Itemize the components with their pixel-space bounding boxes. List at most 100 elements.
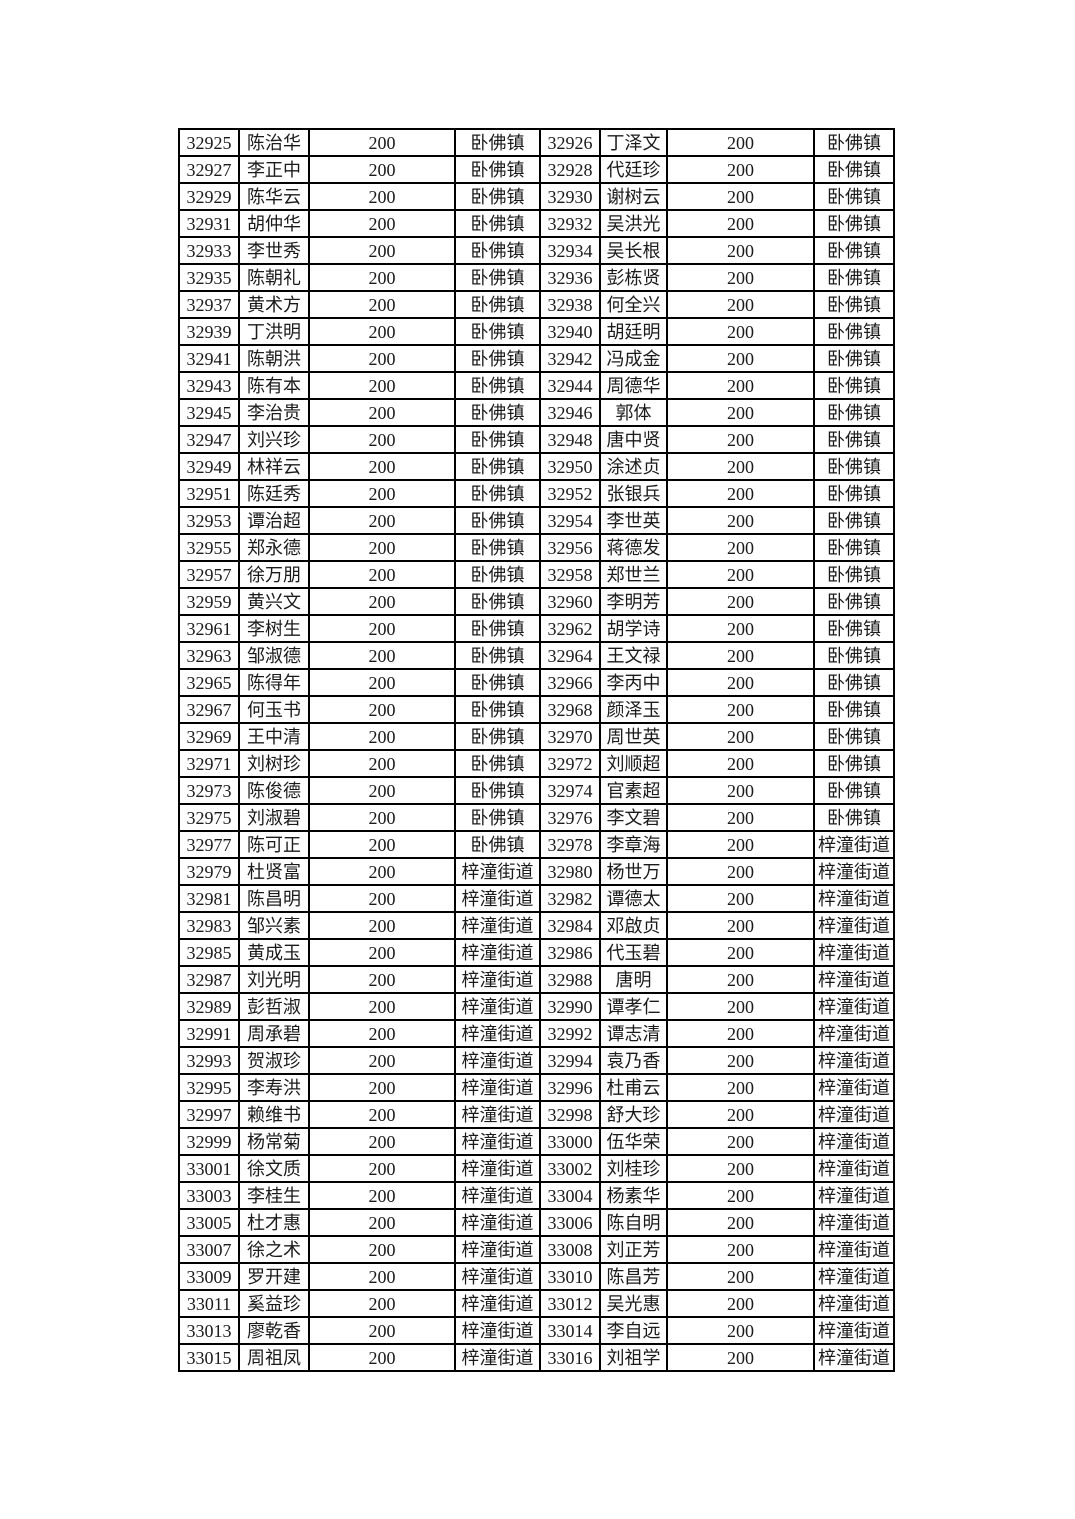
cell-id: 32935 [178, 263, 240, 292]
cell-name: 徐之术 [238, 1235, 310, 1264]
table-row: 32963 邹淑德 200 卧佛镇 32964 王文禄 200 卧佛镇 [178, 641, 895, 670]
cell-name: 舒大珍 [599, 1100, 668, 1129]
cell-id: 32930 [539, 182, 601, 211]
cell-amount: 200 [666, 236, 815, 265]
cell-town: 梓潼街道 [454, 938, 541, 967]
cell-id: 33001 [178, 1154, 240, 1183]
cell-name: 唐中贤 [599, 425, 668, 454]
cell-amount: 200 [666, 155, 815, 184]
cell-id: 33012 [539, 1289, 601, 1318]
cell-id: 32936 [539, 263, 601, 292]
cell-amount: 200 [308, 128, 456, 157]
cell-id: 33015 [178, 1343, 240, 1372]
cell-id: 32925 [178, 128, 240, 157]
cell-name: 廖乾香 [238, 1316, 310, 1345]
cell-amount: 200 [308, 479, 456, 508]
cell-name: 周德华 [599, 371, 668, 400]
cell-name: 张银兵 [599, 479, 668, 508]
cell-name: 李寿洪 [238, 1073, 310, 1102]
cell-id: 32988 [539, 965, 601, 994]
cell-town: 梓潼街道 [454, 1019, 541, 1048]
table-row: 32977 陈可正 200 卧佛镇 32978 李章海 200 梓潼街道 [178, 830, 895, 859]
cell-town: 卧佛镇 [813, 803, 895, 832]
cell-amount: 200 [308, 560, 456, 589]
cell-id: 32971 [178, 749, 240, 778]
cell-town: 卧佛镇 [813, 317, 895, 346]
cell-name: 谭治超 [238, 506, 310, 535]
cell-id: 32948 [539, 425, 601, 454]
cell-town: 卧佛镇 [813, 236, 895, 265]
cell-name: 刘桂珍 [599, 1154, 668, 1183]
cell-town: 卧佛镇 [454, 695, 541, 724]
cell-town: 梓潼街道 [454, 1208, 541, 1237]
cell-town: 卧佛镇 [454, 722, 541, 751]
table-row: 32991 周承碧 200 梓潼街道 32992 谭志清 200 梓潼街道 [178, 1019, 895, 1048]
cell-town: 梓潼街道 [813, 938, 895, 967]
cell-town: 梓潼街道 [813, 1343, 895, 1372]
cell-amount: 200 [308, 641, 456, 670]
cell-town: 梓潼街道 [454, 965, 541, 994]
cell-town: 梓潼街道 [454, 911, 541, 940]
cell-id: 32994 [539, 1046, 601, 1075]
cell-id: 32998 [539, 1100, 601, 1129]
cell-town: 梓潼街道 [454, 1262, 541, 1291]
cell-amount: 200 [308, 587, 456, 616]
cell-amount: 200 [308, 1208, 456, 1237]
cell-town: 梓潼街道 [813, 1262, 895, 1291]
cell-amount: 200 [308, 695, 456, 724]
cell-amount: 200 [308, 344, 456, 373]
cell-amount: 200 [308, 1073, 456, 1102]
cell-town: 梓潼街道 [813, 911, 895, 940]
cell-amount: 200 [308, 263, 456, 292]
cell-name: 黄兴文 [238, 587, 310, 616]
cell-id: 32929 [178, 182, 240, 211]
cell-id: 32982 [539, 884, 601, 913]
cell-amount: 200 [308, 371, 456, 400]
cell-amount: 200 [666, 830, 815, 859]
cell-town: 卧佛镇 [813, 722, 895, 751]
cell-town: 卧佛镇 [813, 371, 895, 400]
table-row: 33001 徐文质 200 梓潼街道 33002 刘桂珍 200 梓潼街道 [178, 1154, 895, 1183]
cell-id: 32974 [539, 776, 601, 805]
cell-id: 32972 [539, 749, 601, 778]
cell-amount: 200 [666, 1127, 815, 1156]
table-row: 33005 杜才惠 200 梓潼街道 33006 陈自明 200 梓潼街道 [178, 1208, 895, 1237]
cell-id: 32992 [539, 1019, 601, 1048]
subsidy-roster-table: 32925 陈治华 200 卧佛镇 32926 丁泽文 200 卧佛镇 32927 李正中 200 卧… [178, 128, 895, 1372]
cell-town: 卧佛镇 [454, 830, 541, 859]
table-row: 32927 李正中 200 卧佛镇 32928 代廷珍 200 卧佛镇 [178, 155, 895, 184]
cell-id: 32937 [178, 290, 240, 319]
cell-amount: 200 [666, 884, 815, 913]
cell-town: 梓潼街道 [813, 1073, 895, 1102]
cell-id: 32950 [539, 452, 601, 481]
cell-name: 伍华荣 [599, 1127, 668, 1156]
cell-id: 32980 [539, 857, 601, 886]
cell-town: 梓潼街道 [813, 1316, 895, 1345]
cell-town: 卧佛镇 [813, 182, 895, 211]
cell-amount: 200 [308, 155, 456, 184]
cell-name: 刘兴珍 [238, 425, 310, 454]
cell-amount: 200 [666, 1262, 815, 1291]
cell-town: 卧佛镇 [454, 371, 541, 400]
cell-town: 卧佛镇 [813, 749, 895, 778]
cell-amount: 200 [308, 884, 456, 913]
cell-town: 梓潼街道 [813, 1046, 895, 1075]
cell-amount: 200 [308, 668, 456, 697]
cell-name: 胡仲华 [238, 209, 310, 238]
cell-amount: 200 [666, 263, 815, 292]
cell-name: 陈廷秀 [238, 479, 310, 508]
cell-name: 杨常菊 [238, 1127, 310, 1156]
cell-id: 33000 [539, 1127, 601, 1156]
cell-amount: 200 [666, 749, 815, 778]
cell-name: 颜泽玉 [599, 695, 668, 724]
cell-id: 32931 [178, 209, 240, 238]
cell-amount: 200 [308, 1181, 456, 1210]
cell-name: 陈华云 [238, 182, 310, 211]
cell-name: 代廷珍 [599, 155, 668, 184]
cell-amount: 200 [308, 965, 456, 994]
cell-town: 卧佛镇 [813, 641, 895, 670]
cell-name: 官素超 [599, 776, 668, 805]
cell-name: 谭孝仁 [599, 992, 668, 1021]
table-row: 32953 谭治超 200 卧佛镇 32954 李世英 200 卧佛镇 [178, 506, 895, 535]
cell-amount: 200 [308, 452, 456, 481]
